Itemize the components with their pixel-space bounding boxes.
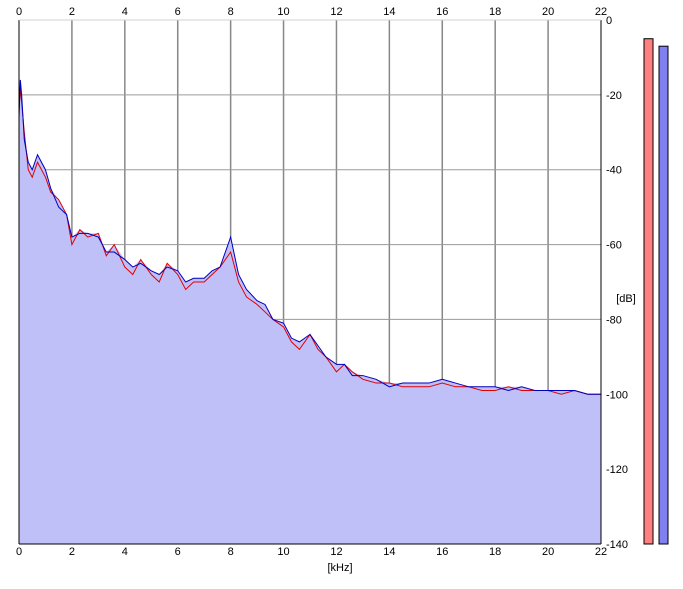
x-tick-label-bottom: 12 [330, 546, 342, 558]
x-tick-label-bottom: 4 [122, 546, 128, 558]
x-tick-label-top: 20 [542, 6, 554, 18]
x-tick-label-bottom: 18 [489, 546, 501, 558]
x-tick-label-bottom: 22 [595, 546, 607, 558]
x-tick-label-top: 18 [489, 6, 501, 18]
x-tick-label-top: 12 [330, 6, 342, 18]
x-tick-label-top: 2 [69, 6, 75, 18]
spectrum-fill-layer [19, 79, 601, 544]
x-axis-label: [kHz] [327, 562, 352, 574]
y-tick-label: -20 [606, 90, 622, 102]
x-tick-label-bottom: 20 [542, 546, 554, 558]
y-tick-label: -80 [606, 314, 622, 326]
level-meter-bar-1 [643, 38, 654, 545]
y-axis-label: [dB] [616, 293, 636, 305]
plot-frame [18, 19, 602, 545]
x-tick-label-bottom: 2 [69, 546, 75, 558]
x-tick-label-bottom: 0 [16, 546, 22, 558]
y-tick-label: -120 [606, 464, 628, 476]
tick-labels: 002244668810101212141416161818202022220-… [16, 6, 628, 558]
spectrum-line-channel-2 [18, 79, 601, 395]
y-tick-label: -140 [606, 539, 628, 551]
x-tick-label-top: 16 [436, 6, 448, 18]
grid [19, 20, 601, 544]
x-tick-label-top: 14 [383, 6, 395, 18]
level-meters [643, 38, 669, 545]
spectrum-line-channel-1 [18, 87, 601, 395]
x-tick-label-top: 22 [595, 6, 607, 18]
x-tick-label-bottom: 6 [175, 546, 181, 558]
x-tick-label-top: 10 [277, 6, 289, 18]
x-tick-label-top: 6 [175, 6, 181, 18]
x-tick-label-bottom: 14 [383, 546, 395, 558]
x-tick-label-top: 0 [16, 6, 22, 18]
x-tick-label-top: 4 [122, 6, 128, 18]
series-layer [18, 79, 601, 395]
x-tick-label-bottom: 8 [228, 546, 234, 558]
level-meter-bar-2 [658, 45, 669, 545]
x-tick-label-top: 8 [228, 6, 234, 18]
y-tick-label: -40 [606, 165, 622, 177]
x-tick-label-bottom: 16 [436, 546, 448, 558]
spectrum-fill-area [19, 79, 601, 544]
y-tick-label: -100 [606, 389, 628, 401]
x-tick-label-bottom: 10 [277, 546, 289, 558]
y-tick-label: 0 [606, 15, 612, 27]
y-tick-label: -60 [606, 240, 622, 252]
